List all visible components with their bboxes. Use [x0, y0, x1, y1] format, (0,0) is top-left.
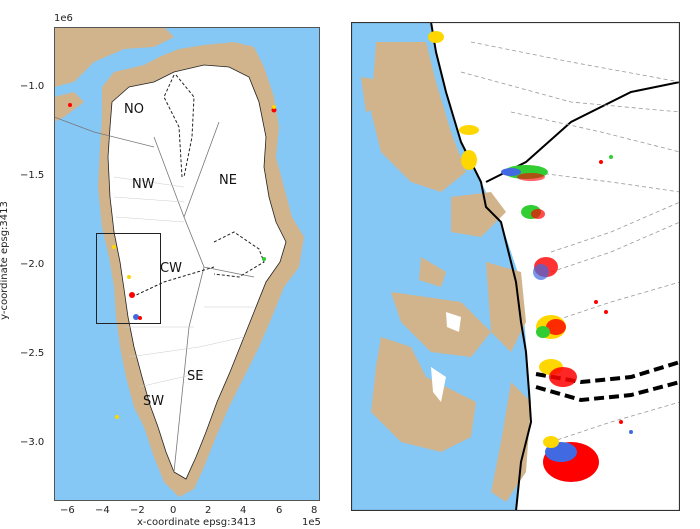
ytick-label: −1.5 [20, 170, 45, 181]
region-label-sw: SW [143, 394, 165, 409]
region-label-cw: CW [160, 261, 182, 276]
ytick-label: −3.0 [20, 437, 45, 448]
ytick-label: −1.0 [20, 81, 45, 92]
region-label-nw: NW [132, 177, 155, 192]
xtick-label: −6 [60, 505, 75, 516]
ytick-label: −2.0 [20, 259, 45, 270]
overview-map-canvas [54, 27, 320, 501]
xtick-label: −2 [130, 505, 145, 516]
xtick-label: 4 [240, 505, 247, 516]
xtick-label: 2 [205, 505, 212, 516]
x-axis-label: x-coordinate epsg:3413 [137, 517, 256, 528]
xtick-label: 0 [170, 505, 177, 516]
y-offset-label: 1e6 [54, 13, 73, 24]
xtick-label: −4 [95, 505, 110, 516]
inset-extent-box [96, 233, 161, 324]
xtick-label: 6 [276, 505, 283, 516]
region-label-no: NO [124, 102, 144, 117]
xtick-label: 8 [311, 505, 318, 516]
detail-map-canvas [351, 22, 680, 511]
y-axis-label: y-coordinate epsg:3413 [0, 201, 10, 320]
region-label-ne: NE [219, 173, 237, 188]
detail-map-panel [351, 22, 680, 511]
ytick-label: −2.5 [20, 348, 45, 359]
x-offset-label: 1e5 [302, 517, 321, 528]
overview-map-panel [54, 27, 320, 501]
region-label-se: SE [187, 369, 204, 384]
